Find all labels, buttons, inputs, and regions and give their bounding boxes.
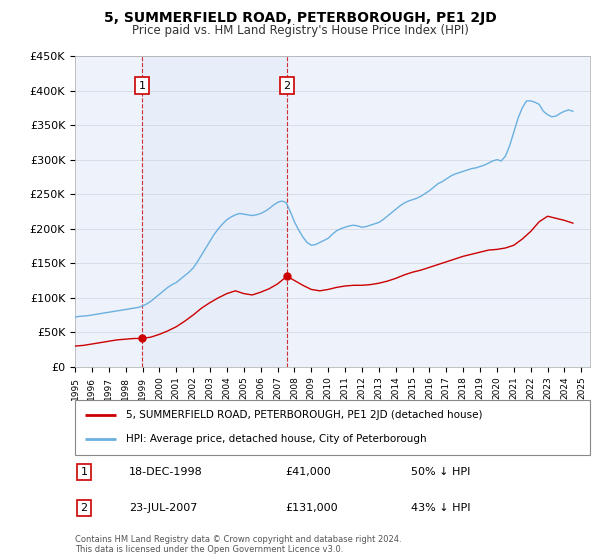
Text: 23-JUL-2007: 23-JUL-2007 (129, 503, 197, 513)
Bar (142, 56, 287, 367)
Text: £131,000: £131,000 (285, 503, 338, 513)
Text: Price paid vs. HM Land Registry's House Price Index (HPI): Price paid vs. HM Land Registry's House … (131, 24, 469, 36)
Text: 43% ↓ HPI: 43% ↓ HPI (411, 503, 470, 513)
Text: 50% ↓ HPI: 50% ↓ HPI (411, 467, 470, 477)
Text: 1: 1 (80, 467, 88, 477)
Text: 18-DEC-1998: 18-DEC-1998 (129, 467, 203, 477)
Text: HPI: Average price, detached house, City of Peterborough: HPI: Average price, detached house, City… (127, 435, 427, 444)
Text: 5, SUMMERFIELD ROAD, PETERBOROUGH, PE1 2JD: 5, SUMMERFIELD ROAD, PETERBOROUGH, PE1 2… (104, 11, 496, 25)
Text: Contains HM Land Registry data © Crown copyright and database right 2024.
This d: Contains HM Land Registry data © Crown c… (75, 535, 401, 554)
Text: 2: 2 (283, 81, 290, 91)
Text: £41,000: £41,000 (285, 467, 331, 477)
Text: 2: 2 (80, 503, 88, 513)
Text: 5, SUMMERFIELD ROAD, PETERBOROUGH, PE1 2JD (detached house): 5, SUMMERFIELD ROAD, PETERBOROUGH, PE1 2… (127, 410, 483, 420)
FancyBboxPatch shape (75, 400, 590, 455)
Text: 1: 1 (139, 81, 146, 91)
